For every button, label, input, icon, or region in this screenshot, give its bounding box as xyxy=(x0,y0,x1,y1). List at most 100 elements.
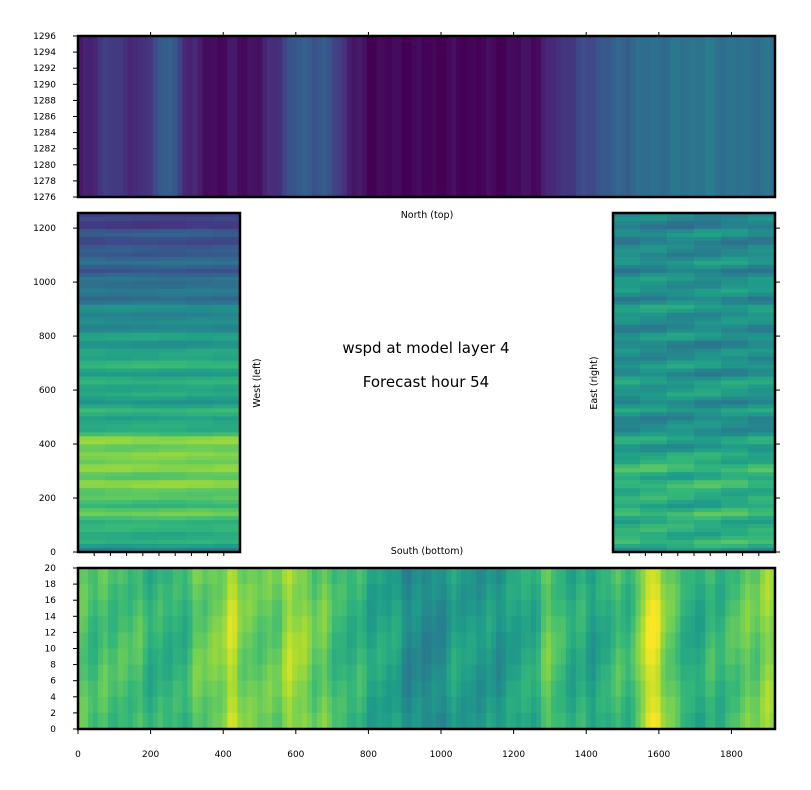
south-cell xyxy=(356,664,363,682)
south-cell xyxy=(152,568,159,585)
south-cell xyxy=(635,648,642,666)
south-cell xyxy=(745,568,751,585)
west-cell xyxy=(105,224,133,230)
south-cell xyxy=(167,680,174,698)
south-cell xyxy=(770,584,776,601)
east-cell xyxy=(640,456,668,461)
west-cell xyxy=(78,516,106,521)
south-cell xyxy=(655,616,662,633)
south-cell xyxy=(486,712,492,730)
south-cell xyxy=(730,584,736,601)
south-cell xyxy=(401,616,408,633)
south-cell xyxy=(725,584,731,601)
south-cell xyxy=(107,616,114,633)
east-cell xyxy=(694,404,722,410)
west-cell xyxy=(213,232,241,238)
east-cell xyxy=(640,436,668,441)
south-cell xyxy=(187,568,194,585)
south-cell xyxy=(242,568,248,585)
west-cell xyxy=(105,336,133,342)
west-cell xyxy=(159,504,187,509)
south-cell xyxy=(287,648,293,666)
west-cell xyxy=(105,248,133,254)
east-cell xyxy=(667,380,695,386)
south-cell xyxy=(476,664,482,682)
west-cell xyxy=(186,396,214,402)
east-cell xyxy=(721,260,749,266)
east-cell xyxy=(613,480,641,485)
west-cell xyxy=(159,456,187,461)
south-cell xyxy=(192,568,199,585)
north-cell xyxy=(531,36,537,197)
south-cell xyxy=(730,696,736,714)
west-cell xyxy=(105,480,133,485)
west-cell xyxy=(213,296,241,302)
south-cell xyxy=(411,616,418,633)
south-cell xyxy=(277,632,283,650)
south-cell xyxy=(426,664,433,682)
east-cell xyxy=(721,440,749,445)
south-cell xyxy=(740,648,746,666)
west-cell xyxy=(132,320,160,326)
south-cell xyxy=(720,584,726,601)
south-cell xyxy=(252,696,258,714)
west-cell xyxy=(186,368,214,374)
east-cell xyxy=(748,292,776,298)
south-cell xyxy=(541,664,547,682)
east-cell xyxy=(748,332,776,338)
south-cell xyxy=(212,568,218,585)
north-cell xyxy=(570,36,577,197)
west-cell xyxy=(159,536,187,541)
south-cell xyxy=(127,696,134,714)
south-cell xyxy=(675,616,682,633)
west-cell xyxy=(132,492,160,497)
south-cell xyxy=(695,712,701,730)
east-cell xyxy=(748,240,776,246)
north-cell xyxy=(486,36,492,197)
south-cell xyxy=(760,584,766,601)
south-cell xyxy=(401,680,408,698)
south-cell xyxy=(162,712,169,730)
east-cell xyxy=(640,344,668,350)
east-cell xyxy=(667,480,695,485)
east-cell xyxy=(667,213,695,218)
north-cell xyxy=(670,36,677,197)
south-cell xyxy=(595,712,602,730)
south-cell xyxy=(765,632,771,650)
east-cell xyxy=(640,520,668,525)
south-cell xyxy=(207,616,214,633)
east-cell xyxy=(694,500,722,505)
south-cell xyxy=(531,568,537,585)
south-cell xyxy=(770,712,776,730)
south-cell xyxy=(585,696,592,714)
west-cell xyxy=(186,408,214,414)
south-cell xyxy=(182,616,189,633)
south-cell xyxy=(297,712,303,730)
south-cell xyxy=(755,584,761,601)
south-cell xyxy=(476,712,482,730)
north-cell xyxy=(137,36,144,197)
west-cell xyxy=(213,524,241,529)
south-cell xyxy=(311,600,318,617)
south-cell xyxy=(760,680,766,698)
south-cell xyxy=(102,616,109,633)
west-cell xyxy=(186,444,214,449)
south-cell xyxy=(78,616,84,633)
east-cell xyxy=(613,432,641,437)
south-cell xyxy=(202,680,209,698)
south-cell xyxy=(750,648,756,666)
west-cell xyxy=(213,384,241,390)
west-cell xyxy=(213,412,241,417)
east-cell xyxy=(667,516,695,521)
south-cell xyxy=(366,584,373,601)
east-cell xyxy=(694,324,722,330)
south-cell xyxy=(316,680,323,698)
south-cell xyxy=(570,632,577,650)
west-cell xyxy=(186,508,214,513)
south-cell xyxy=(252,680,258,698)
south-cell xyxy=(262,632,268,650)
north-cell xyxy=(227,36,233,197)
west-cell xyxy=(159,376,187,382)
east-cell xyxy=(694,300,722,306)
east-cell xyxy=(640,288,668,294)
